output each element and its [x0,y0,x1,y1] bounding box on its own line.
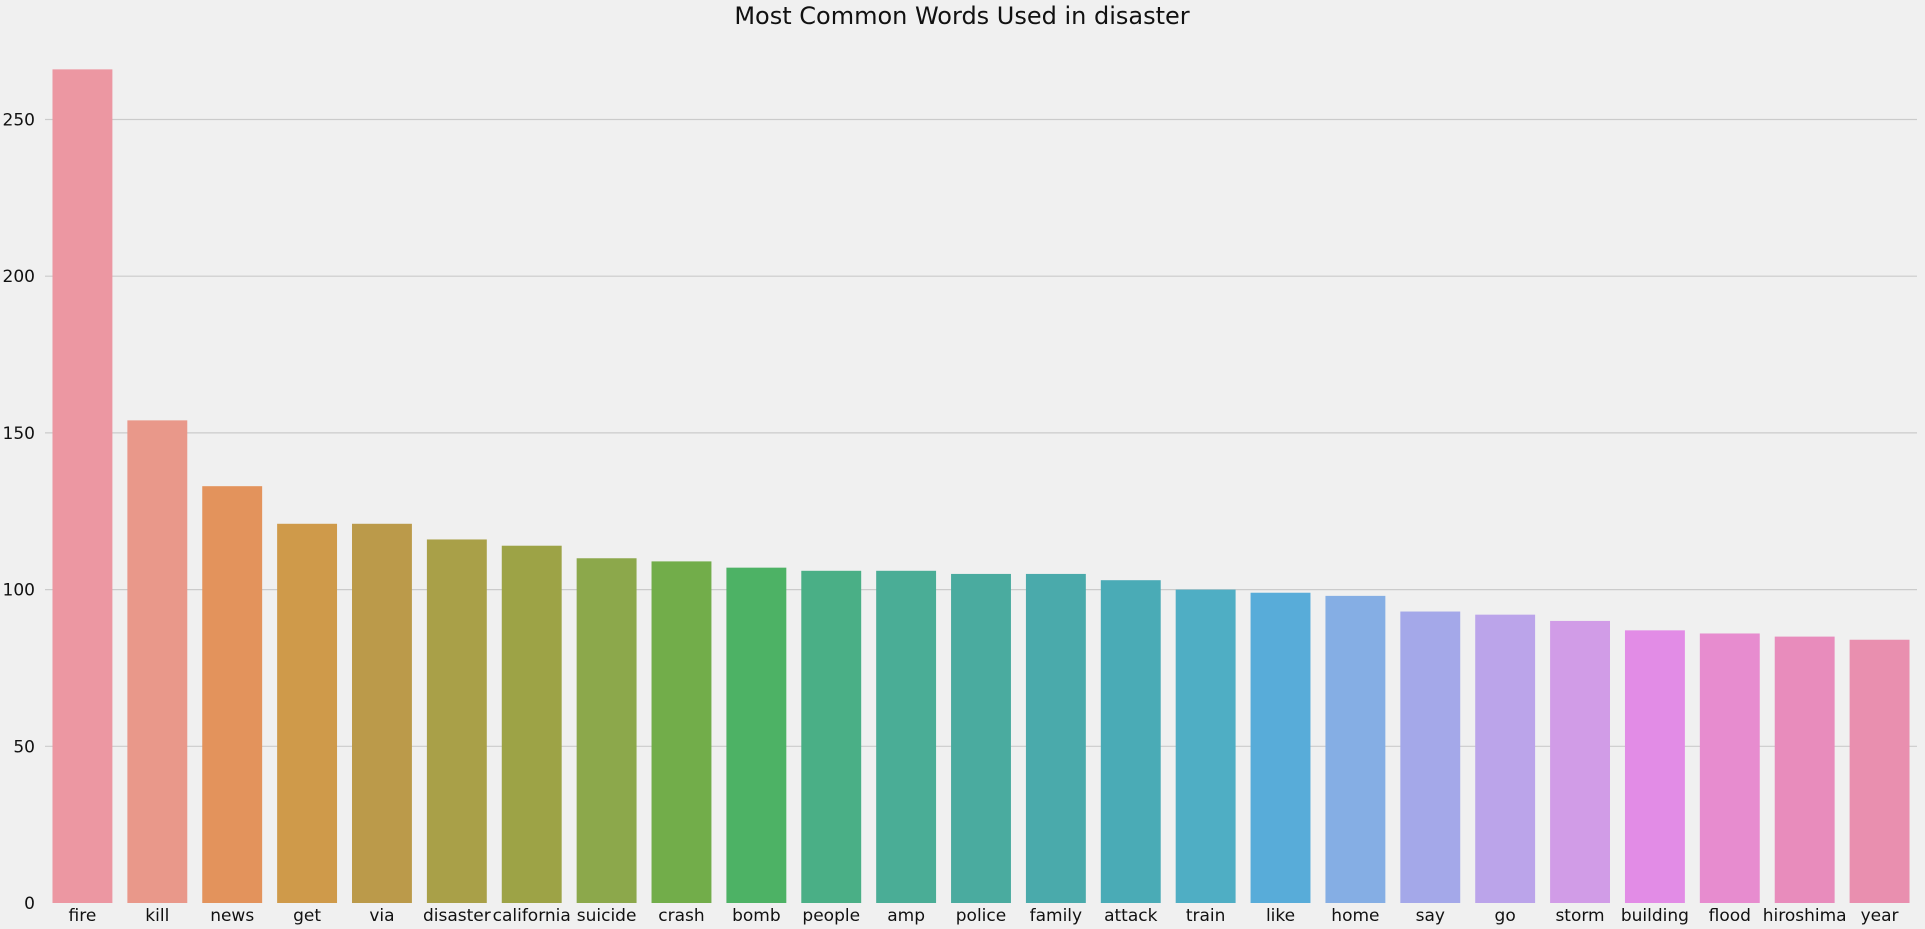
bars [52,69,1910,904]
x-tick-label-family: family [1030,906,1082,926]
x-tick-label-building: building [1621,906,1689,926]
x-tick-label-get: get [293,906,321,926]
bar-hiroshima [1774,636,1835,903]
y-tick-label: 150 [3,424,35,444]
bar-people [801,570,862,903]
bar-bomb [726,567,787,903]
y-tick-label: 100 [3,581,35,601]
bar-building [1624,630,1685,903]
bar-flood [1699,633,1760,903]
x-tick-label-flood: flood [1709,906,1751,926]
bar-crash [651,561,712,903]
x-tick-label-bomb: bomb [732,906,781,926]
bar-via [352,523,412,903]
bar-storm [1550,620,1610,903]
x-tick-label-disaster: disaster [423,906,491,926]
bar-police [951,573,1011,903]
x-tick-label-crash: crash [658,906,704,926]
bar-get [277,523,338,903]
y-tick-label: 0 [24,894,35,914]
bar-kill [127,420,188,903]
x-tick-label-people: people [802,906,860,926]
x-tick-label-fire: fire [69,906,97,926]
bar-like [1250,592,1311,903]
bar-go [1475,614,1536,903]
y-axis-ticks: 0 50 100 150 200 250 [3,111,35,915]
bar-attack [1100,580,1161,903]
bar-say [1400,611,1461,903]
chart-title: Most Common Words Used in disaster [734,2,1189,30]
y-tick-label: 50 [13,737,35,757]
x-tick-label-via: via [369,906,394,926]
x-tick-label-storm: storm [1555,906,1604,926]
x-tick-label-kill: kill [145,906,169,926]
bar-suicide [576,558,637,903]
bar-disaster [426,539,487,903]
bar-news [202,486,263,903]
x-tick-label-home: home [1331,906,1379,926]
x-tick-label-police: police [956,906,1006,926]
bar-home [1325,595,1386,903]
x-tick-label-amp: amp [887,906,925,926]
x-tick-label-like: like [1266,906,1295,926]
x-tick-label-hiroshima: hiroshima [1763,906,1847,926]
y-tick-label: 250 [3,111,35,131]
bar-year [1849,639,1910,903]
bar-california [501,545,562,903]
x-tick-label-news: news [210,906,254,926]
bar-fire [52,69,113,904]
bar-family [1025,573,1086,903]
x-tick-label-say: say [1416,906,1445,926]
bar-amp [876,570,937,903]
x-tick-label-california: california [493,906,571,926]
x-tick-label-go: go [1495,906,1516,926]
x-tick-label-attack: attack [1104,906,1158,926]
x-tick-label-train: train [1186,906,1226,926]
y-tick-label: 200 [3,267,35,287]
x-axis-ticks: fire kill news get via disaster california suic… [69,906,1899,926]
x-tick-label-suicide: suicide [577,906,637,926]
bar-train [1175,589,1236,903]
x-tick-label-year: year [1861,906,1899,926]
